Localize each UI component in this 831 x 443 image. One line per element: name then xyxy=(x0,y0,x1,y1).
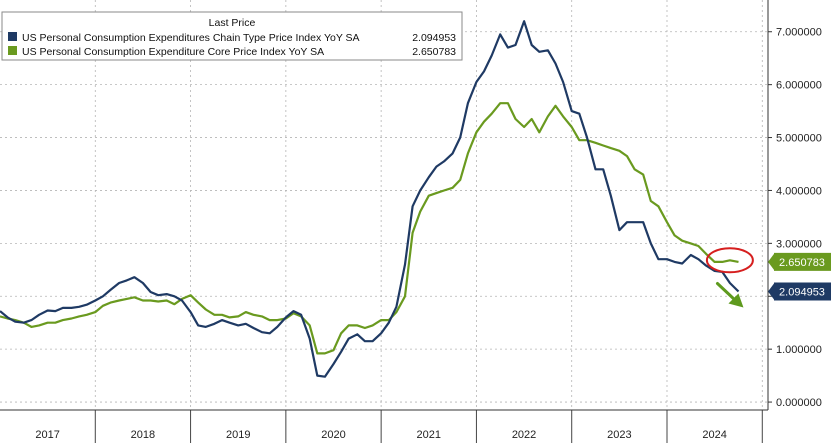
y-tick-label: 6.000000 xyxy=(776,80,822,92)
badge-pointer xyxy=(768,283,774,300)
badge-pointer xyxy=(768,253,774,270)
x-tick-label: 2020 xyxy=(321,429,345,441)
last-value-badges: 2.094953 2.650783 xyxy=(768,252,831,301)
x-tick-label: 2021 xyxy=(417,429,441,441)
x-tick-label: 2019 xyxy=(226,429,250,441)
badge-value: 2.650783 xyxy=(779,257,825,269)
trend-arrow-head xyxy=(728,293,744,308)
legend-header: Last Price xyxy=(209,17,256,29)
last-value-badge-pce: 2.094953 xyxy=(768,282,831,301)
legend-value-core-pce: 2.650783 xyxy=(412,46,456,58)
legend-swatch-pce xyxy=(8,32,17,41)
y-tick-label: 5.000000 xyxy=(776,133,822,145)
legend-label-core-pce: US Personal Consumption Expenditure Core… xyxy=(22,46,324,58)
x-tick-label: 2018 xyxy=(131,429,155,441)
grid-lines xyxy=(0,0,768,410)
badge-box xyxy=(774,252,831,271)
series-lines xyxy=(0,20,740,378)
legend: Last Price US Personal Consumption Expen… xyxy=(1,11,463,61)
trend-arrow-shaft xyxy=(715,281,736,301)
y-tick-label: 7.000000 xyxy=(776,27,822,39)
y-tick-label: 4.000000 xyxy=(776,185,822,197)
highlight-circle xyxy=(705,247,754,274)
annotations xyxy=(705,247,754,308)
x-tick-label: 2017 xyxy=(35,429,59,441)
y-tick-label: 1.000000 xyxy=(776,344,822,356)
x-tick-label: 2023 xyxy=(607,429,631,441)
series-line-core-pce xyxy=(0,102,739,355)
series-line-pce xyxy=(0,20,740,378)
last-value-badge-core-pce: 2.650783 xyxy=(768,252,831,271)
y-axis-labels: 0.0000001.0000002.0000003.0000004.000000… xyxy=(776,27,822,409)
badge-box xyxy=(774,282,831,301)
legend-value-pce: 2.094953 xyxy=(412,32,456,44)
x-tick-label: 2022 xyxy=(512,429,536,441)
x-tick-label: 2024 xyxy=(702,429,726,441)
plot-frame xyxy=(0,0,772,443)
y-tick-label: 0.000000 xyxy=(776,397,822,409)
x-axis-labels: 2017 2018 2019 2020 2021 2022 2023 2024 xyxy=(35,429,726,441)
badge-value: 2.094953 xyxy=(779,286,825,298)
y-tick-label: 3.000000 xyxy=(776,238,822,250)
legend-box xyxy=(1,11,463,61)
legend-swatch-core-pce xyxy=(8,46,17,55)
legend-label-pce: US Personal Consumption Expenditures Cha… xyxy=(22,32,360,44)
